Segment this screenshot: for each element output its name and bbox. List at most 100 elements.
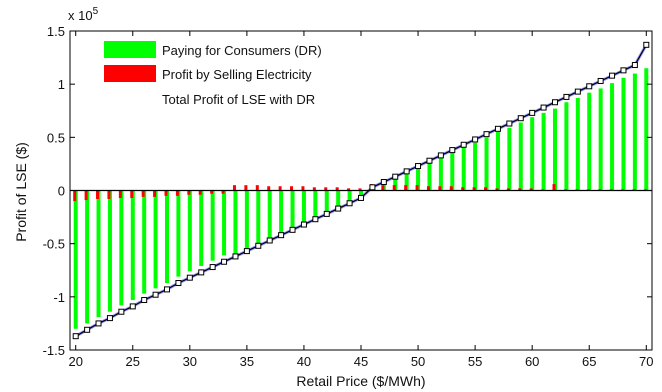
total-profit-marker	[358, 194, 364, 201]
tick-labels: 20 25 30 35 40 45 50 55 60 65 70 -1.5 -1 -0.5 0 0.5 1 1.5	[43, 24, 654, 369]
total-profit-marker	[278, 232, 285, 239]
dr-payment-bar	[313, 190, 318, 220]
selling-profit-bar	[278, 186, 282, 191]
selling-profit-bar	[381, 185, 385, 191]
total-profit-marker	[540, 104, 547, 111]
dr-payment-bar	[610, 83, 615, 191]
x-tick-label: 70	[639, 354, 653, 369]
selling-profit-bar	[73, 190, 77, 202]
x-tick-label: 25	[126, 354, 140, 369]
total-profit-marker	[494, 125, 501, 132]
total-profit-marker	[232, 253, 239, 260]
selling-profit-bar	[267, 186, 271, 191]
y-exponent-label: x 105	[68, 6, 99, 23]
legend: Paying for Consumers (DR) Profit by Sell…	[104, 41, 322, 107]
dr-payment-bar	[575, 97, 580, 191]
selling-profit-bar	[312, 187, 316, 191]
dr-payment-bar	[142, 190, 147, 294]
dr-payment-bars	[73, 68, 649, 329]
dr-payment-bar	[233, 190, 238, 257]
total-profit-marker	[415, 163, 422, 170]
dr-payment-bar	[244, 190, 249, 252]
x-axis-label: Retail Price ($/MWh)	[296, 373, 425, 389]
selling-profit-bar	[187, 190, 191, 195]
selling-profit-bar	[84, 190, 88, 201]
selling-profit-bar	[415, 185, 419, 191]
total-profit-marker	[95, 320, 102, 327]
total-profit-marker	[552, 99, 558, 106]
selling-profit-bar	[290, 186, 294, 191]
x-tick-label: 50	[411, 354, 425, 369]
total-profit-marker	[609, 72, 616, 79]
x-tick-label: 55	[468, 354, 482, 369]
x-tick-label: 45	[354, 354, 368, 369]
selling-profit-bar	[461, 187, 465, 191]
selling-profit-bar	[552, 184, 556, 191]
legend-swatch-dr	[104, 41, 156, 58]
x-tick-label: 40	[297, 354, 311, 369]
dr-payment-bar	[564, 102, 569, 191]
x-tick-label: 35	[240, 354, 254, 369]
total-profit-marker	[597, 77, 604, 84]
total-profit-marker	[255, 242, 262, 249]
total-profit-marker	[483, 131, 490, 138]
dr-payment-bar	[438, 157, 443, 191]
dr-payment-bar	[530, 117, 535, 191]
x-tick-label: 30	[183, 354, 197, 369]
total-profit-marker	[118, 308, 125, 315]
dr-payment-bar	[553, 108, 557, 191]
dr-payment-bar	[165, 190, 169, 284]
dr-payment-bar	[495, 132, 500, 191]
total-profit-marker	[164, 286, 170, 293]
total-profit-marker	[289, 226, 296, 233]
total-profit-marker	[300, 221, 307, 228]
selling-profit-bar	[255, 185, 259, 191]
total-profit-marker	[380, 178, 387, 185]
selling-profit-bar	[301, 186, 305, 191]
selling-profit-bar	[404, 185, 408, 191]
selling-profit-bar	[118, 190, 122, 198]
dr-payment-bar	[130, 190, 135, 301]
dr-payment-bar	[541, 112, 546, 191]
selling-profit-bar	[426, 186, 430, 191]
legend-swatch-selling	[104, 65, 156, 82]
selling-profit-bar	[472, 187, 476, 191]
total-profit-marker	[437, 152, 444, 159]
dr-payment-bar	[518, 122, 523, 191]
total-profit-marker	[209, 264, 216, 271]
selling-profit-bar	[130, 190, 134, 198]
x-tick-label: 20	[68, 354, 82, 369]
selling-profit-bar	[210, 190, 214, 194]
dr-payment-bar	[119, 190, 124, 306]
dr-payment-bar	[210, 190, 215, 261]
selling-profit-bar	[164, 190, 168, 196]
total-profit-marker	[517, 115, 524, 122]
total-profit-marker	[243, 248, 250, 255]
legend-label-total: Total Profit of LSE with DR	[162, 92, 315, 107]
dr-payment-bar	[256, 190, 261, 246]
y-tick-label: -1	[53, 290, 65, 305]
total-profit-marker	[631, 62, 638, 69]
selling-profit-bar	[141, 190, 145, 197]
selling-profit-bar	[221, 190, 225, 194]
total-profit-marker	[392, 173, 399, 180]
dr-payment-bar	[359, 190, 363, 197]
dr-payment-bar	[598, 88, 603, 191]
selling-profit-bar	[506, 188, 510, 191]
total-profit-marker	[529, 109, 536, 116]
dr-payment-bar	[73, 190, 78, 329]
dr-payment-bar	[461, 146, 466, 191]
x-tick-label: 65	[582, 354, 596, 369]
selling-profit-bar	[529, 188, 533, 191]
total-profit-marker	[221, 258, 228, 265]
dr-payment-bar	[507, 127, 512, 191]
selling-profit-bar	[358, 188, 362, 191]
dr-payment-bar	[279, 190, 284, 236]
total-profit-marker	[129, 303, 136, 310]
selling-profit-bar	[347, 188, 351, 191]
selling-profit-bar	[96, 190, 100, 200]
total-profit-marker	[141, 297, 148, 304]
dr-payment-bar	[187, 190, 192, 272]
y-tick-label: 1.5	[47, 24, 65, 39]
